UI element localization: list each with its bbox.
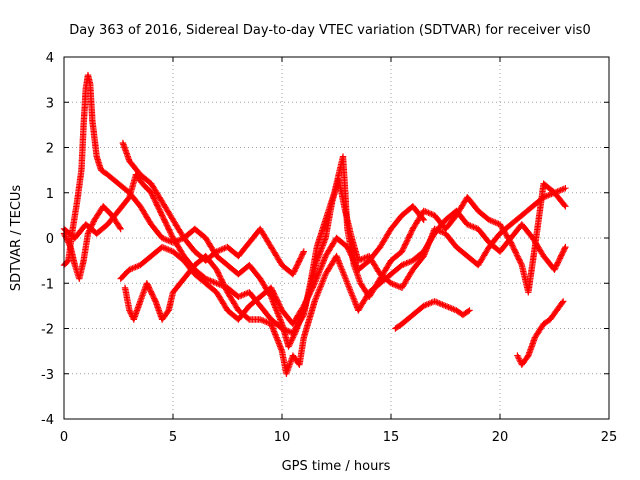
series-track-g <box>119 139 307 278</box>
chart-title: Day 363 of 2016, Sidereal Day-to-day VTE… <box>69 23 590 38</box>
x-tick-label: 0 <box>60 430 68 445</box>
x-tick-label: 20 <box>492 430 509 445</box>
y-tick-labels: -4 -3 -2 -1 0 1 2 3 4 <box>41 51 54 428</box>
y-tick-label: -2 <box>41 323 54 338</box>
y-tick-label: -3 <box>41 368 54 383</box>
y-axis-label: SDTVAR / TECUs <box>9 185 24 292</box>
y-tick-label: 4 <box>46 51 54 66</box>
series-track-d <box>117 203 427 328</box>
data-series <box>60 71 569 377</box>
y-tick-label: 2 <box>46 142 54 157</box>
y-tick-label: 3 <box>46 96 54 111</box>
y-tick-label: -1 <box>41 277 54 292</box>
series-markers <box>514 298 567 368</box>
x-axis-label: GPS time / hours <box>282 459 391 474</box>
plot-frame <box>63 56 610 420</box>
y-tick-label: 0 <box>46 232 54 247</box>
series-track-h <box>60 203 124 282</box>
y-tick-label: 1 <box>46 187 54 202</box>
x-tick-label: 10 <box>274 430 291 445</box>
y-tick-label: -4 <box>41 413 54 428</box>
series-markers <box>60 203 124 282</box>
x-tick-label: 5 <box>169 430 177 445</box>
x-tick-labels: 0 5 10 15 20 25 <box>60 430 617 445</box>
series-markers <box>117 203 427 328</box>
series-track-e <box>392 298 473 332</box>
series-track-f <box>514 298 567 368</box>
series-markers <box>392 298 473 332</box>
series-markers <box>119 139 307 278</box>
x-tick-label: 25 <box>601 430 618 445</box>
x-tick-label: 15 <box>383 430 400 445</box>
